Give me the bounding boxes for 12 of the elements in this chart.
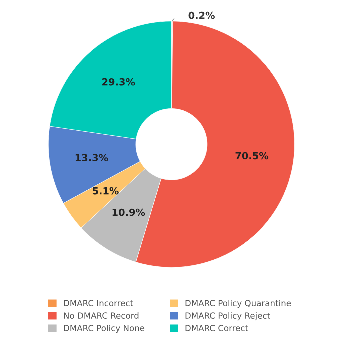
data-label: 13.3% xyxy=(76,154,108,162)
legend-label: DMARC Policy Quarantine xyxy=(186,300,292,308)
data-label: 70.5% xyxy=(236,152,269,160)
data-label: 10.9% xyxy=(112,208,146,216)
legend-label: DMARC Policy Reject xyxy=(186,312,270,321)
legend-label: DMARC Incorrect xyxy=(64,300,134,306)
legend-label: No DMARC Record xyxy=(64,312,139,319)
data-label: 0.2% xyxy=(188,12,215,20)
data-label: 29.3% xyxy=(102,78,136,86)
legend-label: DMARC Correct xyxy=(186,325,248,332)
data-label: 5.1% xyxy=(92,187,119,195)
legend-label: DMARC Policy None xyxy=(64,324,145,334)
